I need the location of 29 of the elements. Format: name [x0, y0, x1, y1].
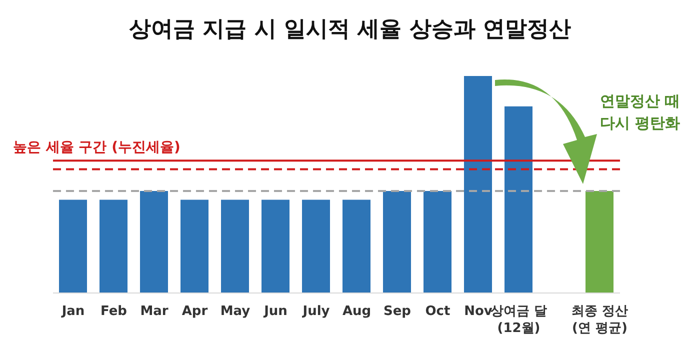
bar — [140, 191, 168, 293]
bar — [342, 200, 370, 293]
bar — [586, 191, 614, 293]
bar — [100, 200, 128, 293]
bar — [180, 200, 208, 293]
x-tick-label: Sep — [384, 304, 411, 319]
chart-title: 상여금 지급 시 일시적 세율 상승과 연말정산 — [128, 16, 572, 44]
x-tick-label: July — [302, 304, 330, 319]
x-tick-label: Apr — [182, 304, 208, 319]
x-tick-label: Aug — [342, 304, 372, 319]
x-tick-label: Mar — [140, 304, 169, 319]
bar — [262, 200, 290, 293]
x-tick-label: Oct — [425, 304, 450, 319]
bar — [464, 76, 492, 293]
x-tick-label: Jun — [263, 304, 288, 319]
x-tick-label: 최종 정산 (연 평균) — [571, 304, 628, 336]
bar — [504, 106, 532, 293]
x-tick-label: Nov — [464, 304, 493, 319]
x-tick-label: Feb — [100, 304, 127, 319]
bar — [424, 191, 452, 293]
ref-line-label: 높은 세율 구간 (누진세율) — [13, 140, 180, 156]
bar — [221, 200, 249, 293]
x-tick-label: May — [220, 304, 251, 319]
bar — [383, 191, 411, 293]
annotation: 연말정산 때 다시 평탄화 — [598, 91, 682, 134]
x-tick-label: Jan — [60, 304, 85, 319]
bar — [302, 200, 330, 293]
x-tick-label: 상여금 달 (12월) — [490, 304, 548, 336]
bar — [59, 200, 87, 293]
